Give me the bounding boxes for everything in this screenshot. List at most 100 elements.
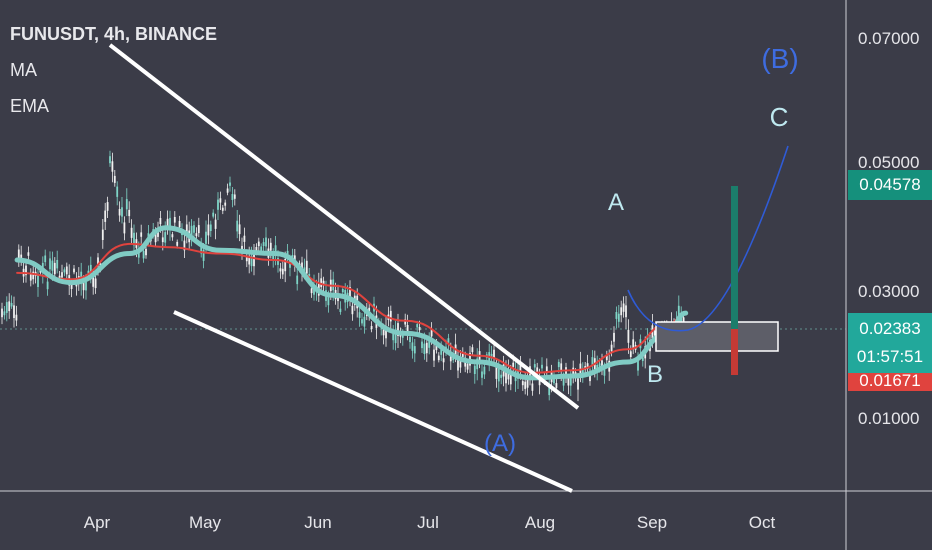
- ema-indicator-label[interactable]: EMA: [10, 96, 50, 116]
- candle-body: [209, 224, 212, 231]
- candle-body: [169, 217, 171, 231]
- candle-body: [459, 359, 462, 368]
- candle-body: [238, 224, 241, 235]
- candle-body: [481, 371, 483, 378]
- candle-body: [241, 245, 243, 252]
- candle-body: [277, 257, 279, 265]
- candle-body: [82, 283, 85, 291]
- candle-body: [495, 366, 498, 379]
- candle-body: [70, 283, 73, 289]
- candle-body: [250, 255, 253, 267]
- candle-body: [613, 332, 615, 342]
- candle-body: [521, 381, 524, 386]
- time-tick-oct: Oct: [749, 513, 776, 532]
- candle-body: [421, 341, 423, 349]
- candle-body: [262, 242, 265, 246]
- candle-body: [577, 378, 579, 390]
- candle-body: [466, 363, 469, 370]
- candle-body: [94, 278, 97, 289]
- current-price-value: 0.02383: [859, 319, 921, 338]
- candle-body: [322, 280, 325, 286]
- candle-body: [411, 342, 414, 351]
- candle-body: [130, 227, 133, 238]
- candle-body: [560, 363, 563, 372]
- candle-body: [202, 249, 205, 261]
- candle-body: [406, 325, 409, 335]
- candle-body: [106, 202, 109, 211]
- candle-body: [205, 231, 207, 244]
- candle-body: [260, 246, 263, 251]
- candle-body: [442, 358, 445, 363]
- candle-body: [229, 182, 231, 186]
- candle-body: [25, 265, 27, 276]
- candle-body: [178, 221, 181, 228]
- candle-body: [145, 248, 147, 256]
- candle-body: [248, 255, 251, 265]
- time-tick-aug: Aug: [525, 513, 555, 532]
- candle-body: [13, 305, 15, 318]
- candle-body: [526, 378, 529, 388]
- candle-body: [368, 307, 371, 313]
- candle-body: [176, 241, 179, 246]
- candle-body: [605, 355, 608, 361]
- candle-body: [553, 379, 555, 384]
- candle-body: [483, 366, 486, 375]
- candle-body: [363, 316, 366, 327]
- candle-body: [440, 349, 443, 355]
- candle-body: [341, 289, 344, 293]
- candle-body: [193, 225, 195, 233]
- candle-body: [392, 332, 395, 341]
- candle-body: [548, 384, 551, 396]
- stop-loss-bar: [731, 329, 738, 375]
- candle-body: [255, 247, 258, 252]
- candle-body: [603, 369, 606, 376]
- candle-body: [457, 359, 459, 371]
- candle-body: [109, 156, 111, 164]
- ma-indicator-label[interactable]: MA: [10, 60, 37, 80]
- candle-body: [545, 366, 548, 372]
- candle-body: [572, 367, 575, 378]
- candle-body: [418, 327, 421, 331]
- candle-body: [159, 218, 162, 225]
- price-tag-current: 0.02383 01:57:51: [848, 313, 932, 373]
- candle-body: [214, 219, 217, 229]
- candle-body: [461, 353, 464, 357]
- candle-body: [87, 270, 90, 275]
- price-tick-0-010: 0.01000: [858, 409, 919, 428]
- candle-body: [197, 225, 200, 234]
- candle-body: [116, 186, 119, 197]
- candle-body: [101, 229, 104, 240]
- moving-averages: [14, 225, 689, 381]
- candle-body: [509, 373, 512, 385]
- candle-body: [435, 346, 438, 351]
- candle-body: [8, 301, 11, 312]
- time-tick-apr: Apr: [84, 513, 111, 532]
- candle-body: [253, 253, 255, 267]
- candle-body: [63, 269, 66, 273]
- ema-line: [16, 242, 687, 374]
- candle-body: [1, 308, 3, 318]
- candle-body: [541, 364, 543, 369]
- time-tick-sep: Sep: [637, 513, 667, 532]
- candle-body: [15, 314, 18, 321]
- candle-body: [493, 349, 495, 358]
- candle-body: [128, 209, 131, 217]
- candle-body: [44, 255, 47, 263]
- candle-body: [627, 329, 630, 343]
- wave-label-a: A: [608, 189, 624, 216]
- symbol-title[interactable]: FUNUSDT, 4h, BINANCE: [10, 24, 218, 44]
- candle-body: [51, 260, 54, 271]
- candle-body: [200, 246, 203, 254]
- candle-body: [212, 212, 215, 217]
- candle-body: [97, 257, 99, 266]
- candle-body: [423, 343, 426, 354]
- candle-body: [161, 237, 164, 243]
- candle-body: [632, 339, 635, 348]
- candle-body: [272, 255, 275, 260]
- candle-body: [339, 308, 342, 312]
- candle-body: [123, 222, 126, 234]
- candle-body: [490, 353, 493, 359]
- candle-body: [5, 302, 8, 313]
- candle-body: [85, 281, 87, 291]
